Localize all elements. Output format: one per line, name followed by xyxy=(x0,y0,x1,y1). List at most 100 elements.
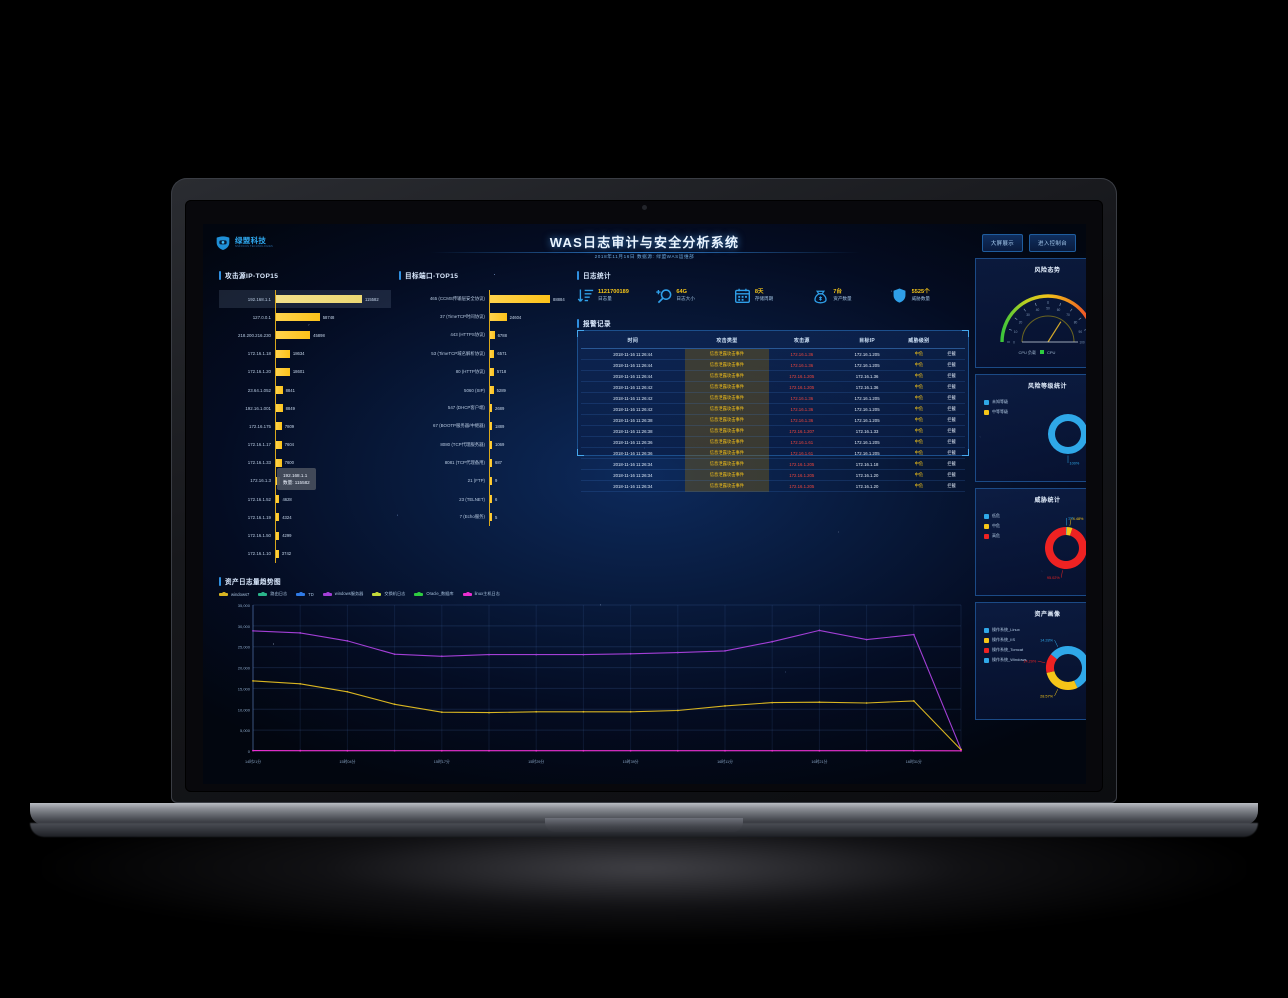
legend-item[interactable]: Oracle_数据库 xyxy=(414,591,454,597)
legend-item[interactable]: 路由日志 xyxy=(258,591,287,597)
legend-item[interactable]: 操作系统_IIS xyxy=(984,637,1026,643)
legend-item[interactable]: 中等等级 xyxy=(984,409,1008,415)
table-column-header[interactable]: 攻击源 xyxy=(769,334,835,349)
table-row[interactable]: 2018-11-16 11:26:38 信息泄露攻击事件 172.16.1.207 1… xyxy=(581,425,965,437)
table-column-header[interactable]: 时间 xyxy=(581,334,685,349)
legend-item[interactable]: 中危 xyxy=(984,523,1000,529)
bar-row[interactable]: 192.168.1.1 115582 xyxy=(219,290,391,309)
table-row[interactable]: 2018-11-16 11:26:38 信息泄露攻击事件 172.16.1.36 17… xyxy=(581,414,965,426)
bar-value-label: 24604 xyxy=(509,314,522,320)
bar-row[interactable]: 7 (Echo服务) 5 xyxy=(399,508,569,527)
table-row[interactable]: 2018-11-16 11:26:44 信息泄露攻击事件 172.16.1.36 17… xyxy=(581,348,965,360)
bar-row[interactable]: 127.0.0.1 58748 xyxy=(219,308,391,327)
bar-row[interactable]: 172.16.1.50 4299 xyxy=(219,526,391,545)
bar-row[interactable]: 8080 (TCP代理服务器) 1069 xyxy=(399,435,569,454)
bar-row[interactable]: 21 (FTP) 9 xyxy=(399,471,569,491)
bar-row[interactable]: 172.16.1.18 18634 xyxy=(219,344,391,363)
table-column-header[interactable]: 攻击类型 xyxy=(684,334,770,349)
alarm-table-container[interactable]: 时间 攻击类型 攻击源 目标IP 威胁级别 2018-11-16 11:26:44 信息泄… xyxy=(577,330,969,492)
bar-category-label: 21 (FTP) xyxy=(467,478,485,484)
big-screen-button[interactable]: 大屏展示 xyxy=(981,234,1024,252)
log-stat-item[interactable]: 8天 存储周期 xyxy=(734,287,812,304)
bar-row[interactable]: 23.64.1.052 8841 xyxy=(219,380,391,400)
legend-swatch xyxy=(322,591,332,596)
pie-slice[interactable] xyxy=(1046,671,1078,690)
legend-item[interactable]: 交换机日志 xyxy=(372,591,405,597)
legend-item[interactable]: 操作系统_Tomcat xyxy=(984,647,1026,653)
table-row[interactable]: 2018-11-16 11:26:42 信息泄露攻击事件 172.16.1.36 17… xyxy=(581,392,965,404)
legend-swatch xyxy=(258,591,268,596)
bar-row[interactable]: 192.16.1.001 8849 xyxy=(219,399,391,418)
bar-category-label: 172.16.1.52 xyxy=(247,496,271,502)
table-row[interactable]: 2018-11-16 11:26:44 信息泄露攻击事件 172.16.1.36 17… xyxy=(581,359,965,371)
series-point xyxy=(252,749,254,752)
bar-row[interactable]: 172.16.1.20 18601 xyxy=(219,362,391,381)
bar-category-label: 172.16.1.17 xyxy=(247,442,271,448)
table-cell: 172.16.1.18 xyxy=(855,461,879,467)
pie-slice[interactable] xyxy=(1068,646,1086,688)
table-row[interactable]: 2018-11-16 11:26:42 信息泄露攻击事件 172.16.1.36 17… xyxy=(581,403,965,415)
legend-item[interactable]: 未知等级 xyxy=(984,399,1008,405)
bar-row[interactable]: 37 (TimeTCP时间协议) 24604 xyxy=(399,308,569,327)
legend-swatch xyxy=(219,591,228,596)
legend-item[interactable]: 低危 xyxy=(984,513,1000,519)
pie-slice[interactable] xyxy=(1048,414,1086,454)
log-stat-item[interactable]: 5525个 威胁数量 xyxy=(891,287,969,304)
table-cell: 中危 xyxy=(914,450,924,455)
legend-item[interactable]: linux主机日志 xyxy=(462,591,500,597)
log-stat-item[interactable]: 7台 资产数量 xyxy=(812,287,890,304)
bar-row[interactable]: 443 (HTTPS协议) 6788 xyxy=(399,326,569,345)
table-cell: 172.16.1.36 xyxy=(790,395,814,401)
legend-swatch xyxy=(984,647,989,653)
series-point xyxy=(299,682,302,685)
pie-slice[interactable] xyxy=(1066,527,1067,536)
pie-slice[interactable] xyxy=(1066,527,1073,536)
table-cell: 172.16.1.205 xyxy=(854,351,880,357)
brand-logo[interactable]: 绿盟科技 NSFOCUS TECHNOLOGIES xyxy=(215,235,273,251)
series-point xyxy=(393,703,396,706)
bar-row[interactable]: 172.16.1.19 4324 xyxy=(219,508,391,527)
table-column-header[interactable]: 威胁级别 xyxy=(899,334,939,349)
bar-value-label: 18601 xyxy=(292,369,305,375)
table-row[interactable]: 2018-11-16 11:26:34 信息泄露攻击事件 172.16.1.205 1… xyxy=(581,480,965,492)
legend-item[interactable]: windows服务器 xyxy=(322,591,363,597)
pie-slice[interactable] xyxy=(1045,527,1086,569)
table-row[interactable]: 2018-11-16 11:26:36 信息泄露攻击事件 172.16.1.61 17… xyxy=(581,447,965,459)
zoom-in-icon xyxy=(656,289,672,304)
bar-row[interactable]: 218.200.216.230 45898 xyxy=(219,326,391,345)
bar-row[interactable]: 23 (TELNET) 6 xyxy=(399,490,569,509)
bar-row[interactable]: 80 (HTTP协议) 5718 xyxy=(399,362,569,381)
console-button[interactable]: 进入控制台 xyxy=(1029,234,1076,252)
table-cell: 172.16.1.205 xyxy=(789,384,815,390)
bar-row[interactable]: 8081 (TCP代理备用) 687 xyxy=(399,453,569,472)
gauge-tick: 60 xyxy=(1057,308,1061,312)
table-row[interactable]: 2018-11-16 11:26:44 信息泄露攻击事件 172.16.1.205 1… xyxy=(581,370,965,382)
log-stat-item[interactable]: 1121700189 日志量 xyxy=(577,287,655,304)
bar-row[interactable]: 67 (BOOTP服务器/中继器) 1889 xyxy=(399,417,569,436)
bar-row[interactable]: 172.16.1.52 4628 xyxy=(219,490,391,509)
logo-text-cn: 绿盟科技 xyxy=(235,236,267,246)
table-column-header[interactable] xyxy=(938,334,965,349)
pie-slice[interactable] xyxy=(1050,646,1068,660)
legend-item[interactable]: 高危 xyxy=(984,533,1000,539)
bar-row[interactable]: 5060 (SIP) 5289 xyxy=(399,380,569,400)
table-row[interactable]: 2018-11-16 11:26:34 信息泄露攻击事件 172.16.1.205 1… xyxy=(581,458,965,470)
table-row[interactable]: 2018-11-16 11:26:34 信息泄露攻击事件 172.16.1.205 1… xyxy=(581,469,965,481)
legend-item[interactable]: TD xyxy=(296,591,314,597)
legend-item[interactable]: 操作系统_Linux xyxy=(984,627,1026,633)
table-row[interactable]: 2018-11-16 11:26:36 信息泄露攻击事件 172.16.1.61 17… xyxy=(581,436,965,448)
bar-row[interactable]: 172.16.1.10 3742 xyxy=(219,544,391,563)
table-row[interactable]: 2018-11-16 11:26:42 信息泄露攻击事件 172.16.1.205 1… xyxy=(581,381,965,393)
pie-slice[interactable] xyxy=(1046,654,1058,673)
legend-item[interactable]: 操作系统_Windows xyxy=(984,657,1026,663)
bar-row[interactable]: 465 (CCMS传输层安全协议) 88884 xyxy=(399,290,569,309)
bar-row[interactable]: 53 (TimeTCP域名解析协议) 6571 xyxy=(399,344,569,363)
log-stat-item[interactable]: 64G 日志大小 xyxy=(655,287,733,304)
bar-row[interactable]: 172.16.1.17 7604 xyxy=(219,435,391,454)
table-cell: 172.16.1.36 xyxy=(790,406,814,412)
table-column-header[interactable]: 目标IP xyxy=(834,334,900,349)
bar-row[interactable]: 547 (DHCP客户端) 2689 xyxy=(399,399,569,418)
bar-row[interactable]: 172.16.1.33 7600 xyxy=(219,453,391,472)
legend-item[interactable]: windows7 xyxy=(219,591,249,597)
bar-row[interactable]: 172.16.175 7809 xyxy=(219,417,391,436)
